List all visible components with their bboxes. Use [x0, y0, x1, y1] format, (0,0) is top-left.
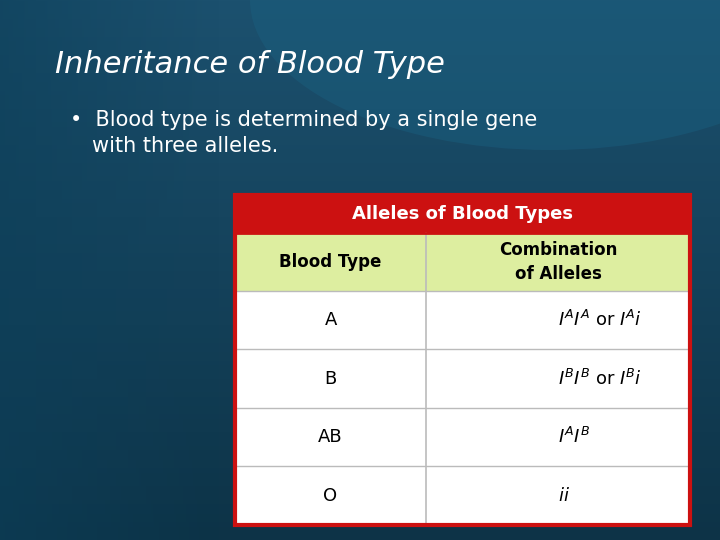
Bar	[235, 349, 690, 408]
Text: $\mathit{I}^A\mathit{I}^A$ or $\mathit{I}^A\mathit{i}$: $\mathit{I}^A\mathit{I}^A$ or $\mathit{I…	[558, 310, 642, 330]
Text: with three alleles.: with three alleles.	[92, 136, 278, 156]
Text: $\mathit{ii}$: $\mathit{ii}$	[558, 487, 570, 505]
Text: Blood Type: Blood Type	[279, 253, 382, 271]
Text: A: A	[325, 311, 337, 329]
Text: Combination
of Alleles: Combination of Alleles	[499, 241, 617, 282]
Text: AB: AB	[318, 428, 343, 446]
Text: Inheritance of Blood Type: Inheritance of Blood Type	[55, 50, 445, 79]
Text: B: B	[325, 369, 337, 388]
Text: O: O	[323, 487, 338, 505]
Bar	[235, 233, 690, 291]
Bar	[235, 408, 690, 467]
Text: Alleles of Blood Types: Alleles of Blood Types	[352, 205, 573, 223]
Bar	[235, 195, 690, 233]
Ellipse shape	[250, 0, 720, 150]
Bar	[235, 291, 690, 349]
Bar	[235, 467, 690, 525]
Text: •  Blood type is determined by a single gene: • Blood type is determined by a single g…	[70, 110, 537, 130]
Text: $\mathit{I}^B\mathit{I}^B$ or $\mathit{I}^B\mathit{i}$: $\mathit{I}^B\mathit{I}^B$ or $\mathit{I…	[558, 368, 642, 389]
Text: $\mathit{I}^A\mathit{I}^B$: $\mathit{I}^A\mathit{I}^B$	[558, 427, 590, 447]
Bar	[235, 195, 690, 525]
